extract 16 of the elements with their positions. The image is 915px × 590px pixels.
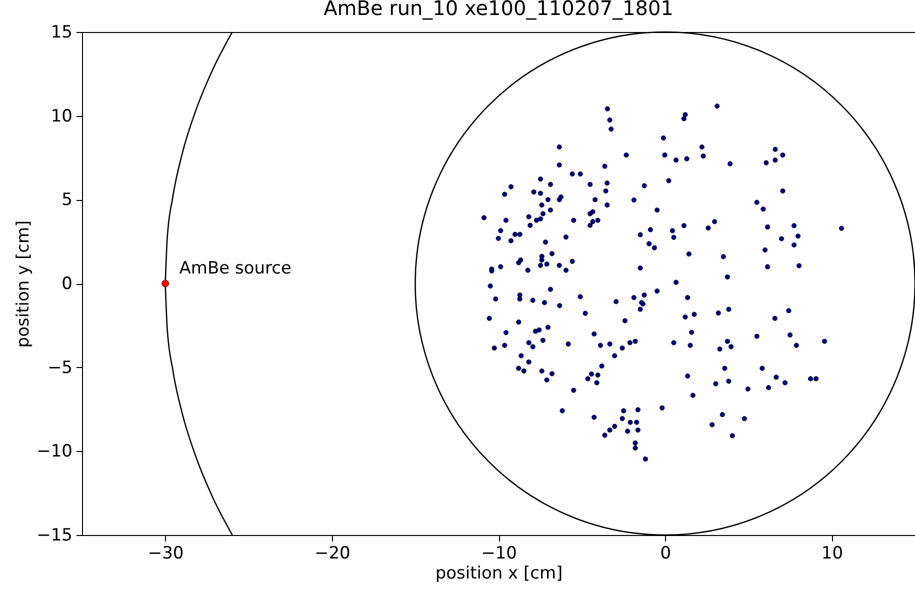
y-tick-label: 15 <box>50 22 72 42</box>
x-axis-title: position x [cm] <box>435 564 563 584</box>
y-tick-label: −5 <box>47 358 72 378</box>
annotation: AmBe source <box>179 258 292 278</box>
y-tick-label: 5 <box>62 190 72 210</box>
x-tick-label: −30 <box>148 544 184 564</box>
chart-title: AmBe run_10 xe100_110207_1801 <box>324 0 674 20</box>
x-tick-label: −10 <box>481 544 517 564</box>
y-tick-label: 10 <box>50 106 72 126</box>
y-tick-label: 0 <box>62 274 72 294</box>
y-axis-title: position y [cm] <box>14 220 34 348</box>
x-tick-label: −20 <box>314 544 350 564</box>
y-tick-label: −10 <box>36 442 72 462</box>
y-tick-label: −15 <box>36 526 72 546</box>
x-tick-label: 10 <box>821 544 844 564</box>
x-tick-label: 0 <box>660 544 672 564</box>
